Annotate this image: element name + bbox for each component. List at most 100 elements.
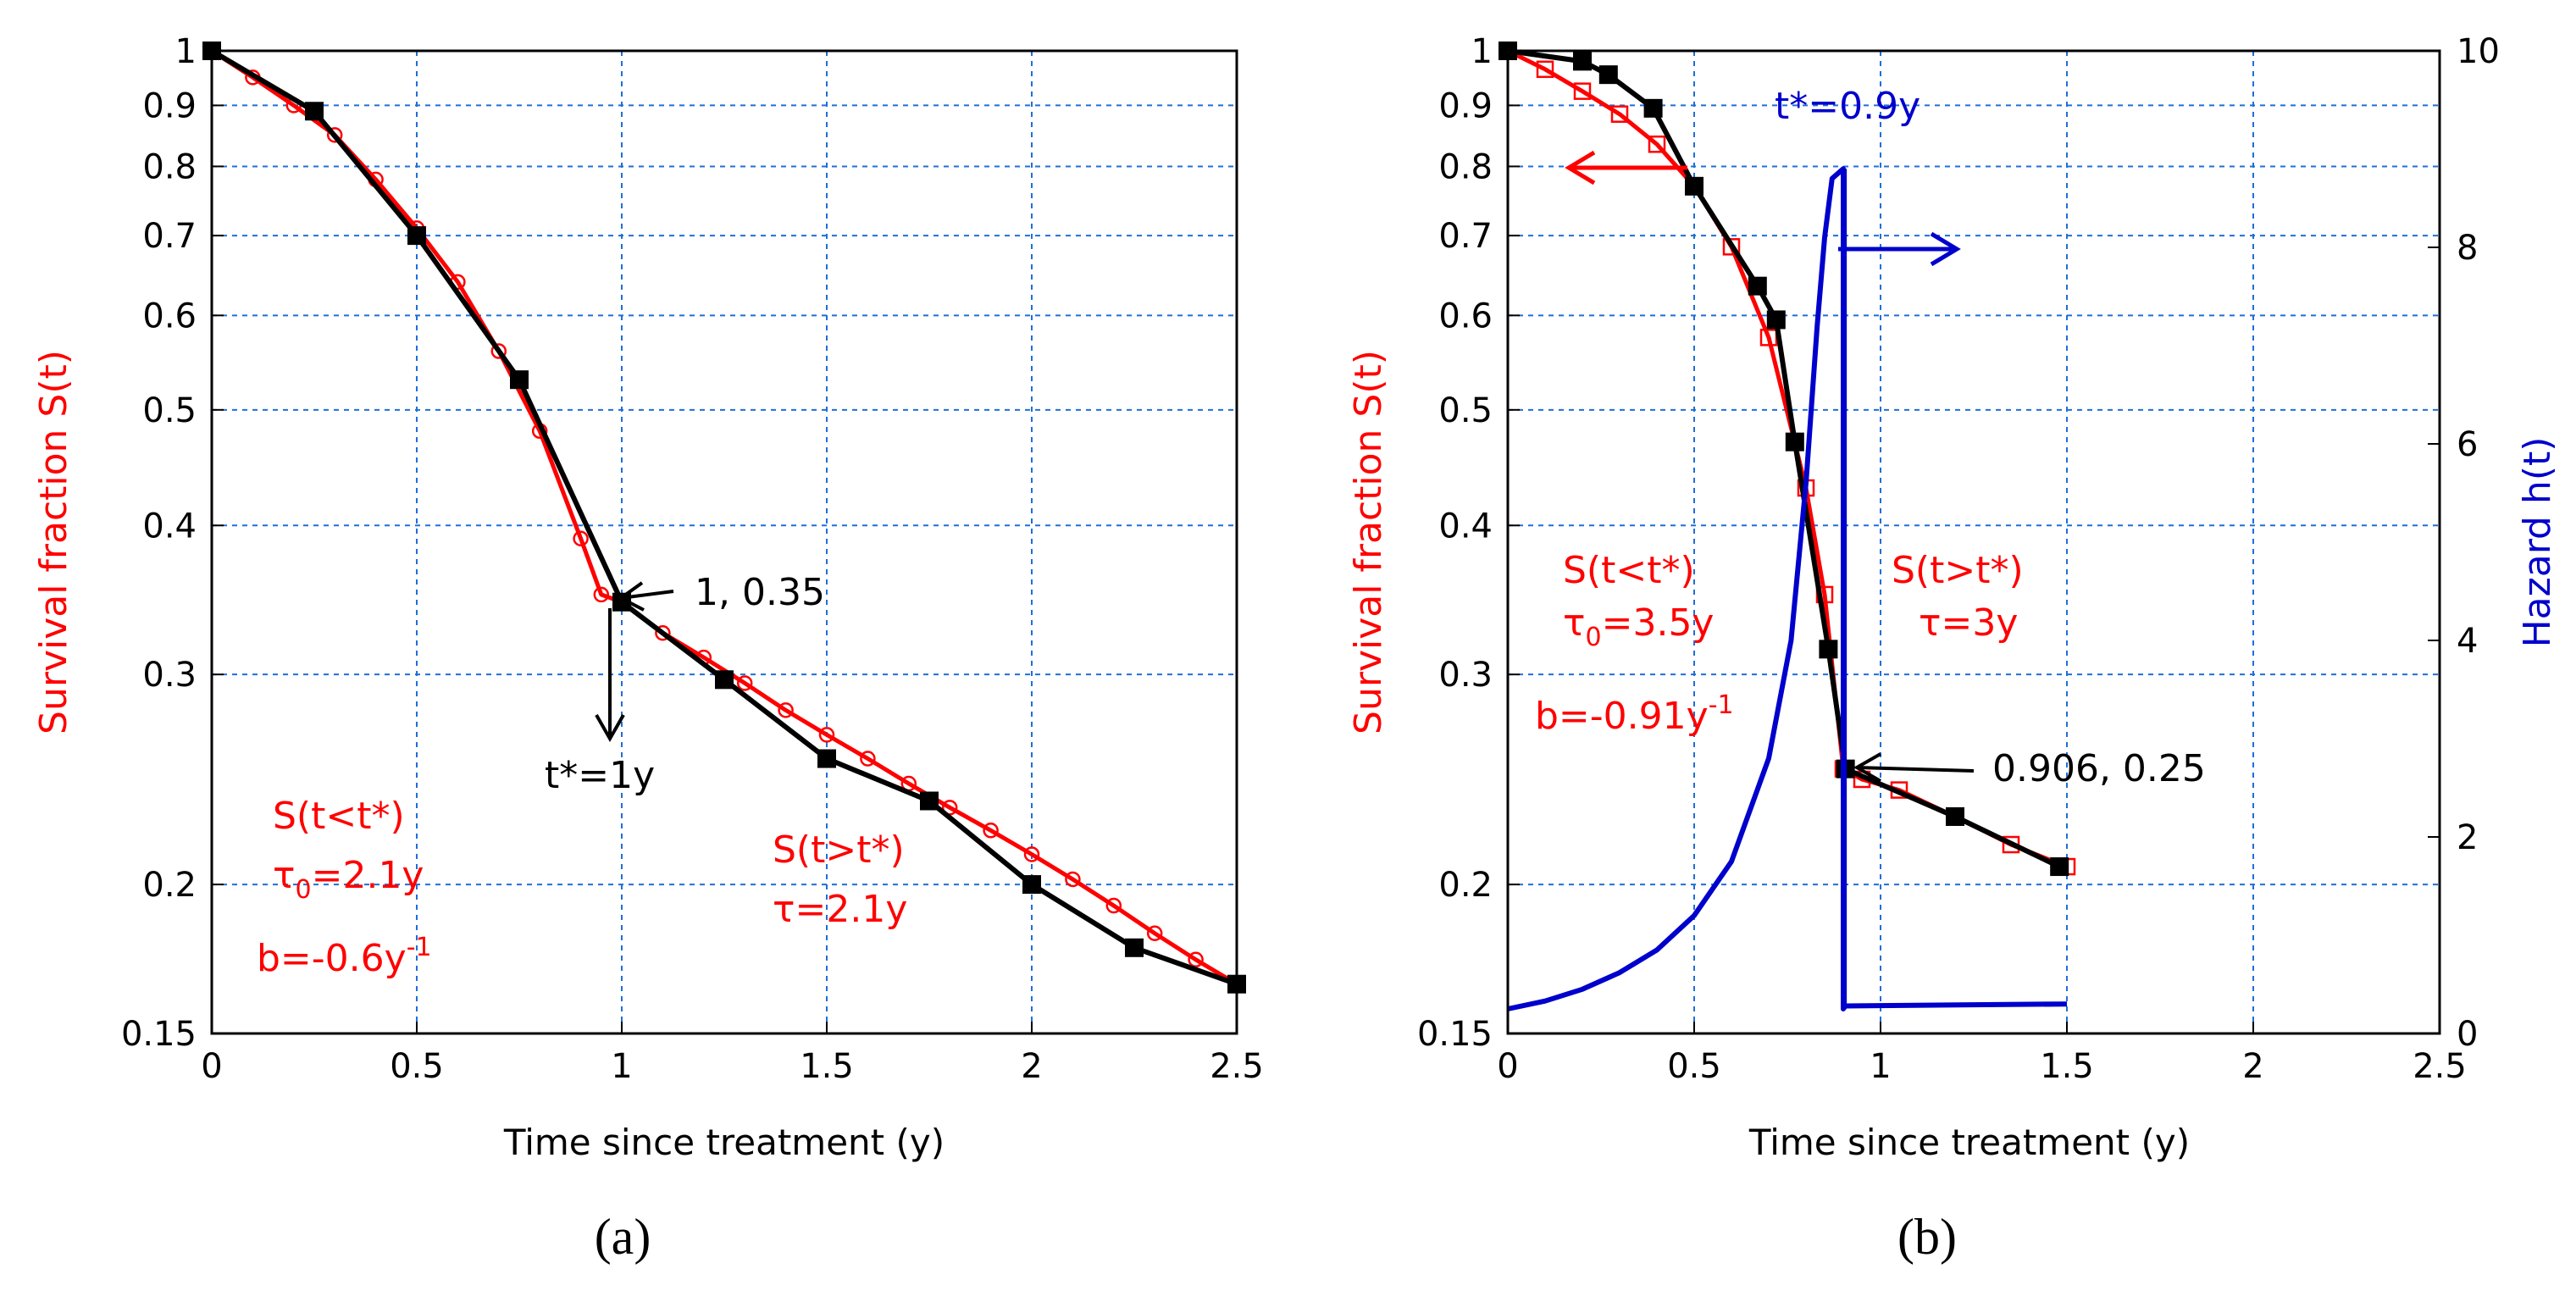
panel-a-y-tick-label: 0.9 xyxy=(142,86,197,125)
panel-b-y-tick-label: 0.9 xyxy=(1438,86,1493,125)
panel-b-y-tick-label: 0.3 xyxy=(1438,656,1493,695)
panel-a-breakpoint-arrow xyxy=(618,581,674,612)
panel-b-series-0-point xyxy=(1722,238,1741,256)
panel-b-tick-labels: 0 0.5 1 1.5 2 2.5 0.15 0.2 0.3 0.4 0.5 0.6 0.7 0.8 0.9… xyxy=(1417,32,2500,1086)
panel-a-x-tick-label: 0 xyxy=(201,1047,222,1086)
panel-b-pre-label: S(t<t*) xyxy=(1563,549,1695,592)
panel-b-y-tick-label: 0.4 xyxy=(1438,507,1493,546)
panel-a-series-1-point xyxy=(305,102,324,121)
panel-b-y-tick-label: 1 xyxy=(1471,32,1493,71)
panel-a-tick-labels: 0 0.5 1 1.5 2 2.5 0.15 0.2 0.3 0.4 0.5 0.6 0.7 0.8 0.9… xyxy=(121,32,1264,1086)
panel-a-y-tick-label: 0.4 xyxy=(142,507,197,546)
panel-b-y-tick-label: 0.6 xyxy=(1438,296,1493,335)
panel-a-y-tick-label: 0.3 xyxy=(142,656,197,695)
panel-a-series-0-point xyxy=(490,343,507,359)
panel-a-series-0-point xyxy=(655,624,671,641)
panel-b-y2-tick-label: 0 xyxy=(2457,1015,2478,1054)
panel-b-post-tau: τ=3y xyxy=(1919,601,2018,645)
panel-b-x-tick-label: 2.5 xyxy=(2413,1047,2467,1086)
panel-b-pre-tau: τ0=3.5y xyxy=(1563,601,1714,652)
panel-a-caption: (a) xyxy=(595,1209,651,1265)
panel-a-series-0-point xyxy=(1065,871,1081,888)
panel-a-x-tick-label: 1.5 xyxy=(800,1047,854,1086)
panel-b-x-axis-label: Time since treatment (y) xyxy=(1748,1122,2190,1163)
panel-a-y-tick-label: 0.7 xyxy=(142,217,197,256)
panel-b-x-tick-label: 0.5 xyxy=(1667,1047,1721,1086)
panel-b-left-axis-arrow xyxy=(1565,150,1687,186)
panel-b-y-tick-label: 0.2 xyxy=(1438,866,1493,905)
panel-b-series-1-point xyxy=(1685,176,1703,196)
panel-b-x-tick-label: 2 xyxy=(2242,1047,2263,1086)
panel-b-series-1-point xyxy=(1766,310,1786,330)
panel-b-x-tick-label: 1 xyxy=(1870,1047,1891,1086)
panel-b-series-1-point xyxy=(1946,806,1964,826)
panel-a-y-tick-label: 0.6 xyxy=(142,296,197,335)
panel-a-series-1-point xyxy=(407,226,426,246)
panel-b-caption: (b) xyxy=(1897,1209,1957,1265)
panel-a-pre-tau: τ0=2.1y xyxy=(273,854,424,905)
panel-a-series-0-line xyxy=(210,48,1238,986)
panel-a-y-tick-label: 0.8 xyxy=(142,147,197,186)
panel-b-series-1-point xyxy=(1643,98,1663,118)
panel-b-y-tick-label: 0.7 xyxy=(1438,217,1493,256)
panel-b: 0 0.5 1 1.5 2 2.5 0.15 0.2 0.3 0.4 0.5 0.6 0.7 0.8 0.9… xyxy=(1347,32,2559,1265)
panel-b-y2-tick-label: 6 xyxy=(2457,425,2478,464)
panel-a: 0 0.5 1 1.5 2 2.5 0.15 0.2 0.3 0.4 0.5 0.6 0.7 0.8 0.9… xyxy=(32,32,1264,1265)
panel-a-y-axis-label: Survival fraction S(t) xyxy=(32,350,75,734)
panel-a-x-tick-label: 0.5 xyxy=(390,1047,444,1086)
panel-b-series-1-line xyxy=(1507,48,2061,869)
panel-a-series-1-point xyxy=(715,670,734,690)
panel-a-pre-b: b=-0.6y-1 xyxy=(257,933,432,980)
panel-a-x-tick-label: 2.5 xyxy=(1210,1047,1264,1086)
panel-a-series-1-line xyxy=(210,48,1238,987)
panel-b-right-axis-arrow xyxy=(1838,231,1961,267)
panel-b-series-0-point xyxy=(1536,60,1554,79)
panel-a-series-0-point xyxy=(860,751,876,767)
panel-b-series-1-point xyxy=(1598,65,1618,85)
panel-b-plot-frame xyxy=(1506,49,2441,1035)
panel-a-y-tick-label: 0.2 xyxy=(142,866,197,905)
panel-a-tstar-arrow xyxy=(595,608,625,743)
panel-a-breakpoint-label: 1, 0.35 xyxy=(695,571,825,614)
panel-b-series-0-point xyxy=(1648,136,1666,153)
panel-a-series-0-point xyxy=(1146,925,1163,942)
panel-a-post-label: S(t>t*) xyxy=(773,828,905,872)
panel-a-series-0-point xyxy=(983,823,999,839)
panel-b-y-axis-label: Survival fraction S(t) xyxy=(1347,350,1390,734)
panel-a-tstar-label: t*=1y xyxy=(545,754,655,797)
panel-b-tstar-label: t*=0.9y xyxy=(1775,85,1920,128)
panel-b-series-2-line xyxy=(1507,166,2068,1011)
panel-a-plot-frame xyxy=(210,49,1238,1035)
panel-b-y2-tick-label: 4 xyxy=(2457,622,2478,661)
panel-b-y2-tick-label: 8 xyxy=(2457,229,2478,268)
panel-b-series-1-point xyxy=(1819,640,1838,659)
panel-a-series-0-point xyxy=(326,127,343,143)
panel-b-grid xyxy=(1508,51,2440,1033)
panel-a-x-tick-label: 1 xyxy=(611,1047,632,1086)
panel-b-y-tick-label: 0.8 xyxy=(1438,147,1493,186)
panel-b-series-1-point xyxy=(1785,432,1804,452)
panel-a-series-1-point xyxy=(920,791,939,811)
panel-a-series-0-point xyxy=(573,530,589,546)
panel-b-y-tick-label: 0.15 xyxy=(1417,1015,1493,1054)
panel-b-series-0-point xyxy=(1573,82,1592,100)
panel-a-y-tick-label: 0.5 xyxy=(142,391,197,430)
panel-b-series-1-point xyxy=(2050,857,2069,877)
panel-b-y2-tick-label: 2 xyxy=(2457,818,2478,857)
panel-b-x-tick-label: 0 xyxy=(1497,1047,1518,1086)
panel-a-series-0-point xyxy=(1105,897,1122,914)
panel-a-series-1-point xyxy=(1022,875,1041,895)
panel-a-series-1-point xyxy=(1125,938,1144,957)
panel-a-grid xyxy=(212,51,1237,1033)
panel-a-series-0-point xyxy=(593,586,610,603)
panel-b-series-1-point xyxy=(1748,276,1767,296)
panel-b-breakpoint-label: 0.906, 0.25 xyxy=(1992,747,2206,790)
panel-b-post-label: S(t>t*) xyxy=(1892,549,2024,592)
panel-a-x-axis-label: Time since treatment (y) xyxy=(503,1122,945,1163)
panel-a-series-1-point xyxy=(510,370,529,390)
panel-b-y-tick-label: 0.5 xyxy=(1438,391,1493,430)
panel-a-series-0-point xyxy=(1023,846,1040,862)
panel-b-pre-b: b=-0.91y-1 xyxy=(1535,690,1734,738)
panel-b-series-0-line xyxy=(1506,48,2068,869)
